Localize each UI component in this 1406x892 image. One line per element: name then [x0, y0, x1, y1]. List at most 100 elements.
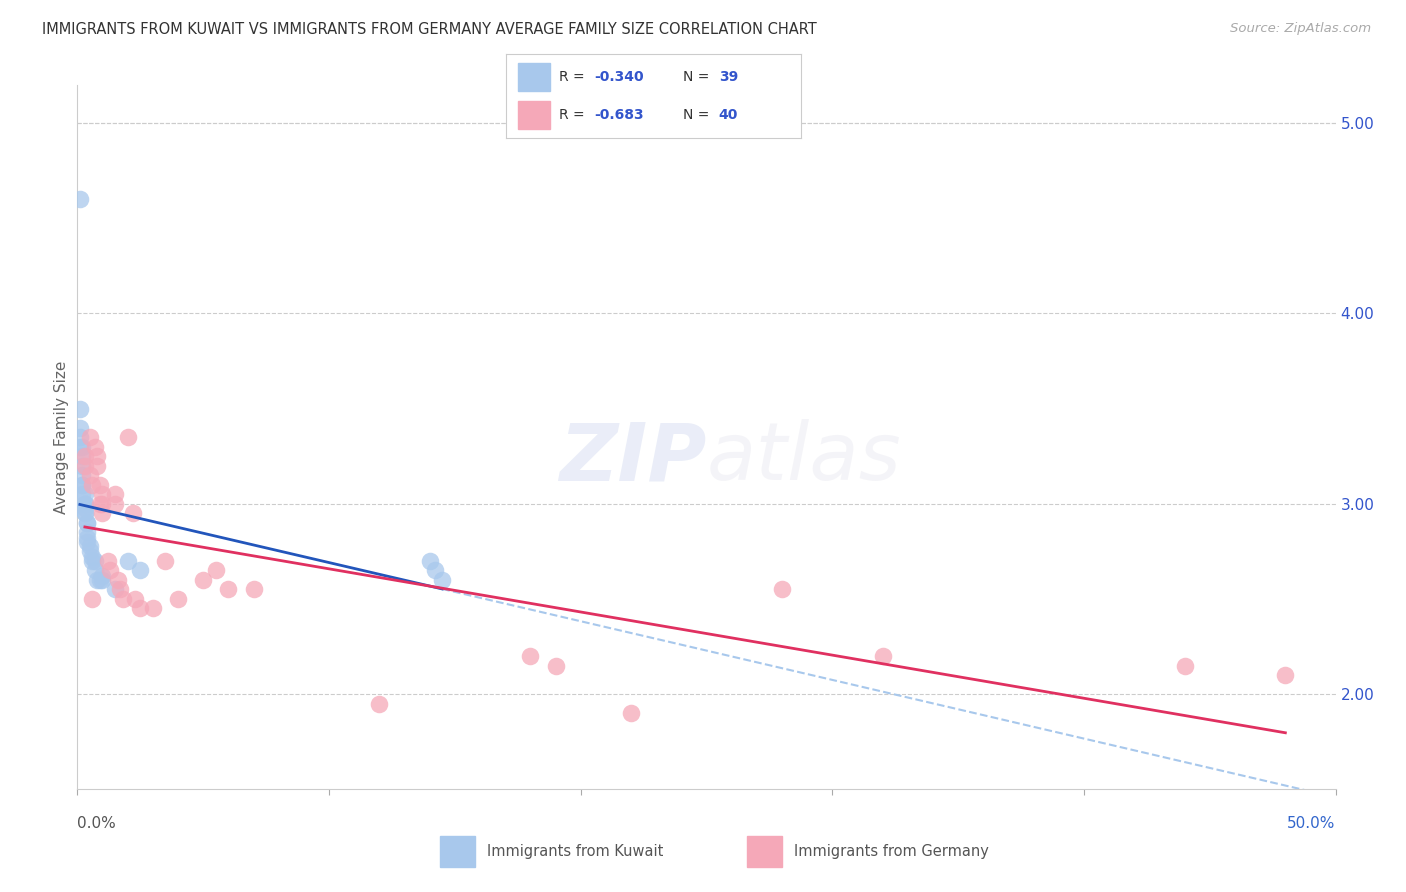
- Point: [104, 497, 127, 511]
- Point: [1274, 668, 1296, 682]
- Text: 0.0%: 0.0%: [77, 816, 117, 831]
- Point: [73, 449, 96, 463]
- Point: [368, 697, 391, 711]
- Point: [72, 449, 94, 463]
- Point: [72, 468, 94, 483]
- Point: [432, 573, 454, 587]
- Point: [872, 649, 894, 664]
- Point: [191, 573, 215, 587]
- Point: [72, 458, 94, 473]
- Point: [124, 591, 146, 606]
- Point: [770, 582, 793, 597]
- Point: [84, 554, 107, 568]
- Point: [73, 500, 96, 515]
- Text: R =: R =: [560, 70, 589, 84]
- Point: [167, 591, 190, 606]
- Point: [91, 497, 114, 511]
- Point: [82, 550, 104, 565]
- Text: Immigrants from Germany: Immigrants from Germany: [794, 845, 988, 859]
- Point: [86, 573, 108, 587]
- Point: [91, 487, 114, 501]
- Point: [108, 582, 131, 597]
- Point: [79, 468, 101, 483]
- Text: N =: N =: [683, 70, 714, 84]
- Bar: [747, 837, 782, 867]
- Text: Immigrants from Kuwait: Immigrants from Kuwait: [486, 845, 664, 859]
- Point: [69, 440, 91, 454]
- Text: 50.0%: 50.0%: [1288, 816, 1336, 831]
- Point: [72, 440, 94, 454]
- Text: atlas: atlas: [707, 419, 901, 497]
- Point: [129, 563, 152, 577]
- Point: [121, 506, 143, 520]
- Point: [107, 573, 129, 587]
- Point: [1174, 658, 1197, 673]
- Point: [69, 420, 91, 434]
- Point: [73, 506, 96, 520]
- Point: [91, 506, 114, 520]
- Point: [217, 582, 239, 597]
- Point: [82, 591, 104, 606]
- Point: [98, 563, 121, 577]
- Point: [419, 554, 441, 568]
- Point: [86, 458, 108, 473]
- Point: [69, 401, 91, 416]
- Point: [72, 477, 94, 491]
- Text: 40: 40: [718, 108, 738, 122]
- Point: [76, 516, 98, 530]
- Point: [89, 477, 111, 491]
- Text: N =: N =: [683, 108, 714, 122]
- Point: [204, 563, 226, 577]
- Bar: [517, 101, 550, 129]
- Point: [86, 449, 108, 463]
- Point: [89, 497, 111, 511]
- Point: [96, 554, 118, 568]
- Point: [79, 430, 101, 444]
- Point: [129, 601, 152, 615]
- Text: -0.683: -0.683: [595, 108, 644, 122]
- Point: [73, 487, 96, 501]
- Point: [73, 497, 96, 511]
- Text: R =: R =: [560, 108, 589, 122]
- Point: [142, 601, 165, 615]
- Point: [84, 563, 107, 577]
- Text: -0.340: -0.340: [595, 70, 644, 84]
- Point: [79, 539, 101, 553]
- Point: [242, 582, 264, 597]
- Text: ZIP: ZIP: [560, 419, 707, 497]
- Point: [73, 497, 96, 511]
- Point: [155, 554, 177, 568]
- Point: [104, 487, 127, 501]
- Point: [544, 658, 567, 673]
- Point: [79, 544, 101, 558]
- Point: [76, 534, 98, 549]
- Point: [117, 430, 139, 444]
- Point: [72, 477, 94, 491]
- Point: [117, 554, 139, 568]
- Point: [82, 477, 104, 491]
- Point: [423, 563, 446, 577]
- Point: [76, 531, 98, 545]
- Point: [104, 582, 127, 597]
- Bar: [517, 62, 550, 91]
- Y-axis label: Average Family Size: Average Family Size: [53, 360, 69, 514]
- Point: [91, 569, 114, 583]
- Text: 39: 39: [718, 70, 738, 84]
- Text: Source: ZipAtlas.com: Source: ZipAtlas.com: [1230, 22, 1371, 36]
- Point: [519, 649, 541, 664]
- Text: IMMIGRANTS FROM KUWAIT VS IMMIGRANTS FROM GERMANY AVERAGE FAMILY SIZE CORRELATIO: IMMIGRANTS FROM KUWAIT VS IMMIGRANTS FRO…: [42, 22, 817, 37]
- Point: [69, 192, 91, 206]
- Point: [73, 458, 96, 473]
- Point: [69, 430, 91, 444]
- Point: [76, 516, 98, 530]
- Point: [72, 487, 94, 501]
- Bar: [440, 837, 475, 867]
- Point: [91, 573, 114, 587]
- Point: [620, 706, 643, 721]
- Point: [89, 573, 111, 587]
- Point: [76, 525, 98, 540]
- Point: [73, 506, 96, 520]
- Point: [111, 591, 134, 606]
- Point: [82, 554, 104, 568]
- Point: [84, 440, 107, 454]
